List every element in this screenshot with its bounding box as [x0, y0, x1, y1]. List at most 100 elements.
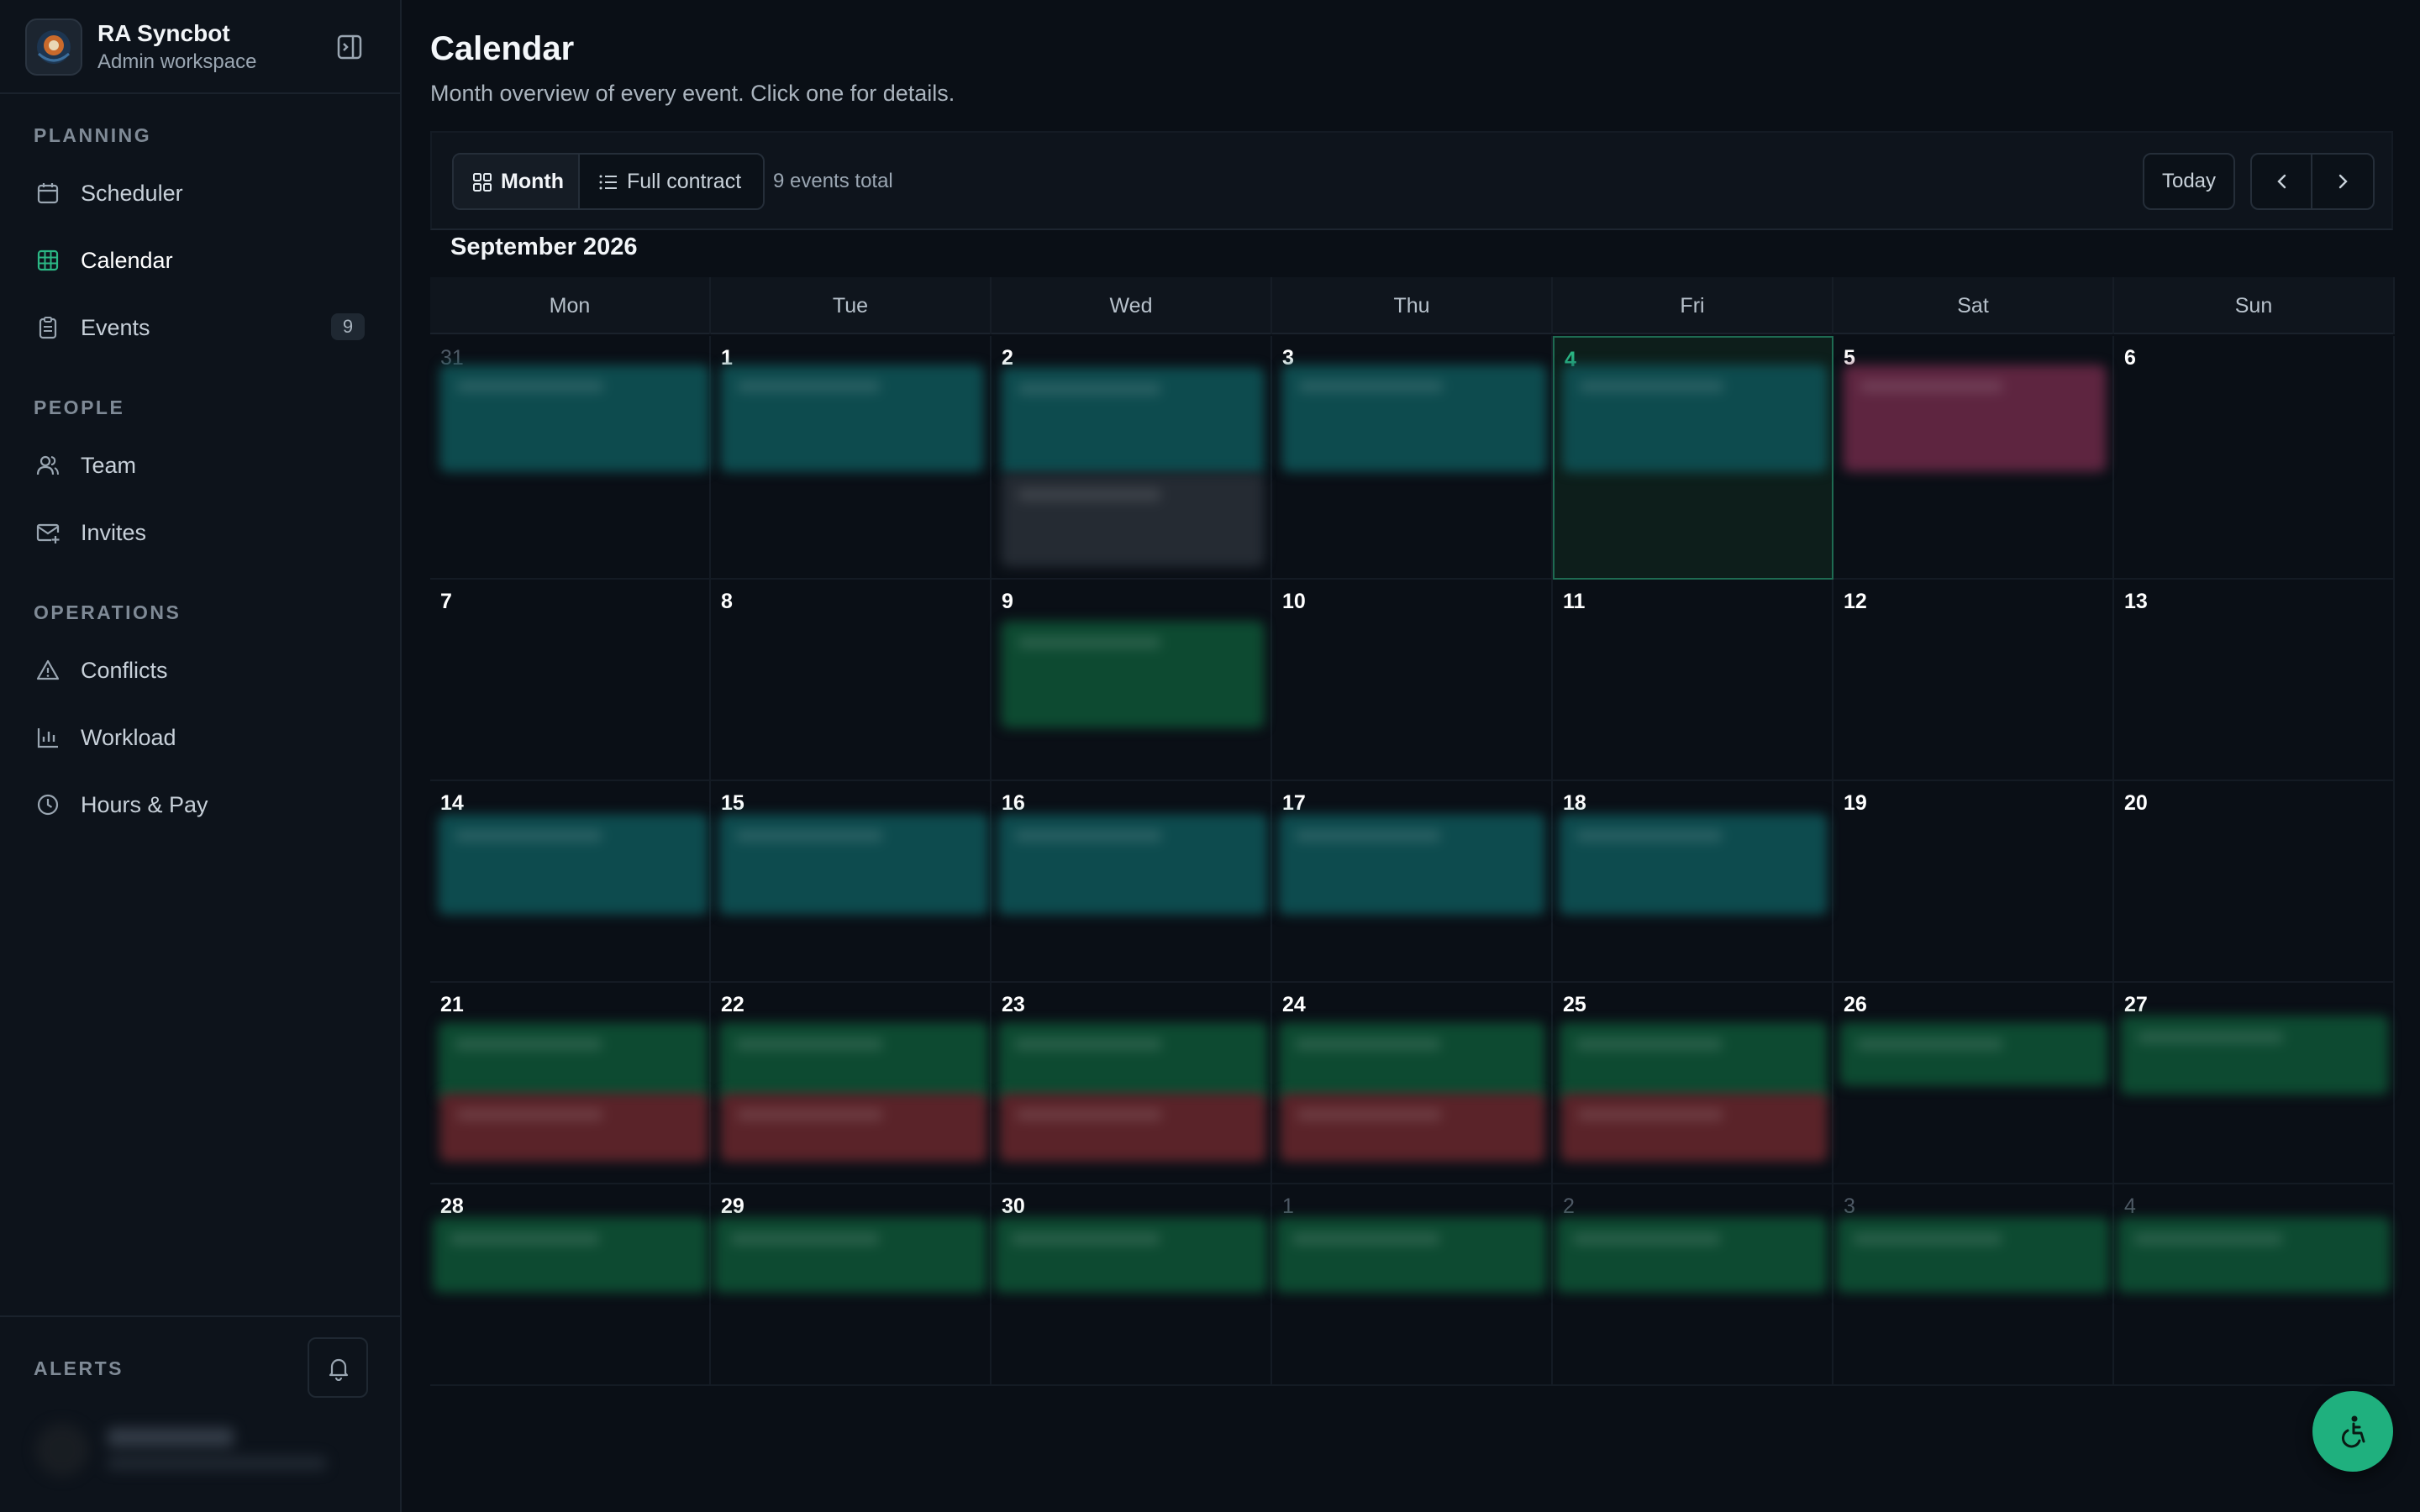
alerts-bell-button[interactable]	[308, 1337, 368, 1398]
calendar-event[interactable]	[1837, 1218, 2109, 1292]
calendar-event[interactable]	[1560, 1023, 1827, 1100]
sidebar-item-invites[interactable]: Invites	[20, 505, 380, 559]
calendar-event[interactable]	[439, 815, 708, 914]
day-number: 9	[1002, 590, 1013, 613]
accessibility-button[interactable]	[2312, 1391, 2393, 1472]
calendar-event[interactable]	[1844, 365, 2106, 471]
calendar-event[interactable]	[2121, 1016, 2388, 1094]
calendar-event[interactable]	[1556, 1218, 1827, 1292]
weekday-label: Fri	[1553, 277, 1833, 334]
bell-icon	[329, 1358, 349, 1381]
sidebar-item-calendar[interactable]: Calendar	[20, 233, 380, 286]
day-number: 8	[721, 590, 733, 613]
calendar-event[interactable]	[1000, 1094, 1265, 1161]
calendar-event[interactable]	[1281, 1094, 1544, 1161]
calendar-event[interactable]	[719, 1023, 988, 1100]
calendar-event[interactable]	[440, 365, 709, 471]
calendar-event[interactable]	[1276, 1218, 1546, 1292]
sidebar-item-team[interactable]: Team	[20, 438, 380, 491]
day-number: 4	[2124, 1194, 2136, 1218]
sidebar-item-hours-pay[interactable]: Hours & Pay	[20, 777, 380, 831]
calendar-icon	[37, 183, 59, 204]
day-number: 13	[2124, 590, 2148, 613]
day-number: 26	[1844, 993, 1867, 1016]
sidebar-item-workload[interactable]: Workload	[20, 710, 380, 764]
calendar-event[interactable]	[721, 365, 983, 471]
calendar-event[interactable]	[1002, 368, 1264, 474]
calendar-event[interactable]	[1279, 1023, 1544, 1100]
calendar-event[interactable]	[1002, 622, 1264, 727]
brand-subtitle: Admin workspace	[97, 50, 257, 73]
sidebar-item-label: Events	[81, 315, 150, 340]
collapse-sidebar-button[interactable]	[334, 32, 365, 62]
user-profile-redacted[interactable]	[32, 1415, 385, 1485]
bar-chart-icon	[37, 728, 58, 748]
previous-month-button[interactable]	[2252, 155, 2312, 208]
mail-plus-icon	[36, 523, 60, 543]
day-number: 30	[1002, 1194, 1025, 1218]
day-number: 21	[440, 993, 464, 1016]
calendar-event[interactable]	[1002, 474, 1264, 566]
clock-icon	[37, 794, 59, 816]
day-number: 5	[1844, 346, 1855, 370]
day-cell[interactable]: 11	[1553, 580, 1833, 781]
calendar-event[interactable]	[440, 1094, 708, 1161]
day-cell[interactable]: 10	[1272, 580, 1553, 781]
day-cell[interactable]: 20	[2114, 781, 2395, 983]
sidebar-toggle-icon	[337, 34, 362, 60]
calendar-event[interactable]	[1560, 815, 1827, 914]
view-month-button[interactable]: Month	[454, 155, 580, 208]
calendar-event[interactable]	[434, 1218, 708, 1292]
grid-view-icon	[473, 173, 492, 192]
day-number: 12	[1844, 590, 1867, 613]
calendar-event[interactable]	[439, 1023, 708, 1100]
calendar-grid: Mon Tue Wed Thu Fri Sat Sun 31 1 2 3 4 5 6 7 8 9 10 11 12 1…	[430, 277, 2395, 1386]
calendar-event[interactable]	[998, 1023, 1267, 1100]
events-count-badge: 9	[331, 313, 365, 340]
calendar-event[interactable]	[1561, 1094, 1827, 1161]
clipboard-icon	[39, 317, 57, 339]
calendar-event[interactable]	[721, 1094, 986, 1161]
today-button[interactable]: Today	[2143, 153, 2235, 210]
day-cell[interactable]: 8	[711, 580, 992, 781]
accessibility-icon	[2341, 1415, 2365, 1448]
month-label: September 2026	[450, 234, 638, 260]
view-month-label: Month	[501, 170, 564, 193]
sidebar-item-events[interactable]: Events 9	[20, 300, 380, 354]
day-number: 3	[1844, 1194, 1855, 1218]
day-number: 6	[2124, 346, 2136, 370]
day-cell[interactable]: 6	[2114, 336, 2395, 580]
day-cell[interactable]: 12	[1833, 580, 2114, 781]
day-cell[interactable]: 19	[1833, 781, 2114, 983]
list-view-icon	[599, 175, 617, 190]
users-icon	[36, 455, 59, 475]
calendar-event[interactable]	[2118, 1218, 2390, 1292]
chevron-right-icon	[2338, 174, 2348, 189]
day-number: 3	[1282, 346, 1294, 370]
day-number: 20	[2124, 791, 2148, 815]
calendar-event[interactable]	[1279, 815, 1544, 914]
day-cell[interactable]: 7	[430, 580, 711, 781]
calendar-event[interactable]	[998, 815, 1267, 914]
sidebar-item-conflicts[interactable]: Conflicts	[20, 643, 380, 696]
month-navigation	[2250, 153, 2375, 210]
calendar-event[interactable]	[1563, 365, 1827, 471]
day-number: 2	[1563, 1194, 1575, 1218]
calendar-event[interactable]	[719, 815, 988, 914]
sidebar-item-scheduler[interactable]: Scheduler	[20, 165, 380, 219]
brand-name: RA Syncbot	[97, 20, 230, 46]
calendar-event[interactable]	[995, 1218, 1267, 1292]
calendar-event[interactable]	[1840, 1023, 2107, 1085]
day-cell[interactable]: 13	[2114, 580, 2395, 781]
calendar-event[interactable]	[1282, 365, 1546, 471]
day-number: 18	[1563, 791, 1586, 815]
sidebar-item-label: Conflicts	[81, 658, 168, 683]
next-month-button[interactable]	[2312, 155, 2373, 208]
calendar-event[interactable]	[714, 1218, 986, 1292]
day-number: 7	[440, 590, 452, 613]
page-title: Calendar	[430, 30, 575, 67]
day-number: 1	[721, 346, 733, 370]
day-number: 23	[1002, 993, 1025, 1016]
view-full-contract-button[interactable]: Full contract	[580, 155, 763, 208]
day-number: 29	[721, 1194, 744, 1218]
